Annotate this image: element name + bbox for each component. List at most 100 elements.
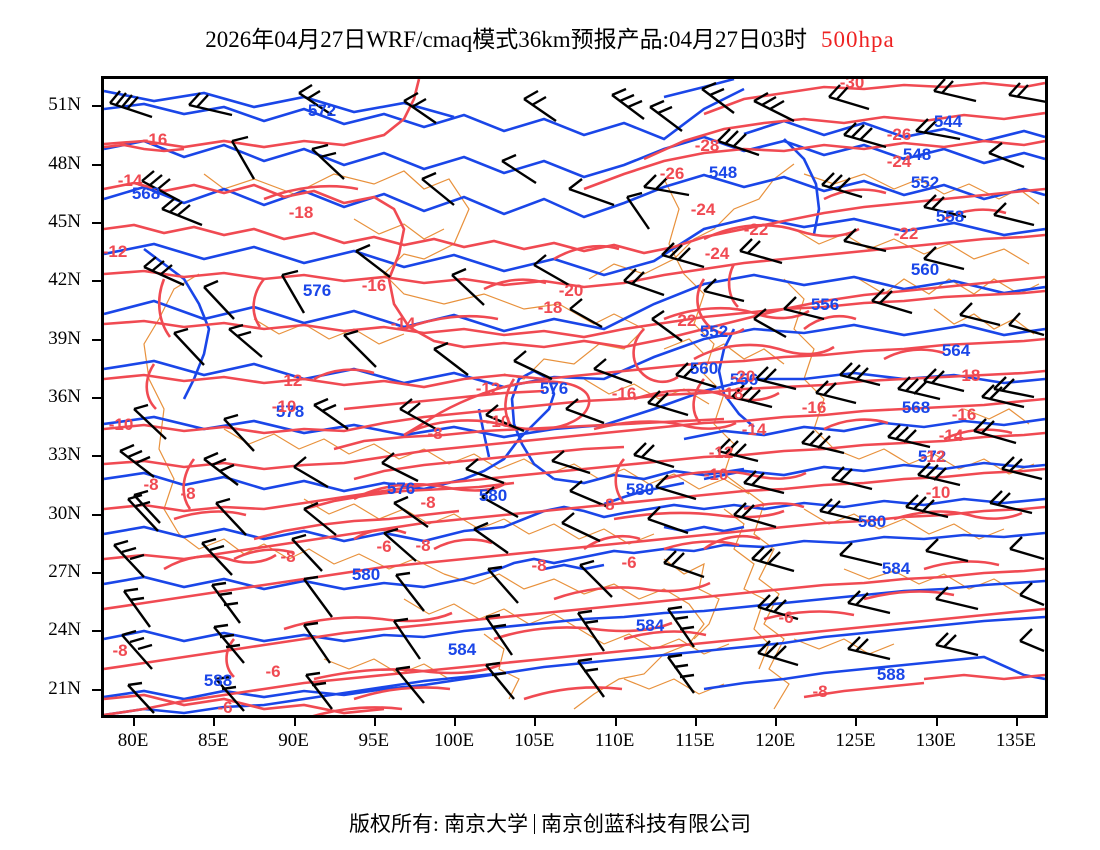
contour-label: 576 [303,281,331,300]
contour-label: -8 [180,484,195,503]
wind-barb [843,122,887,149]
wind-barb [626,191,650,230]
contour-label: -8 [812,682,827,701]
wind-barb [343,329,377,368]
contour-label: -14 [939,426,964,445]
y-axis-label: 21N [48,677,81,699]
x-tick-mark [935,718,938,726]
wind-barb [933,79,977,103]
wind-barb [923,194,967,219]
contour-label: -18 [538,298,563,317]
contour-label: 576 [387,479,415,498]
wind-barb [633,442,675,469]
wind-barb [757,594,799,621]
wind-barb [611,87,645,120]
wind-barb [481,486,519,519]
wind-barb [513,350,553,381]
x-tick-mark [534,718,537,726]
temperature-contours [104,79,1045,715]
wind-barb [577,609,605,652]
y-tick-mark [92,572,101,575]
wind-barb [743,470,785,495]
wind-barb [395,571,425,612]
contour-map-svg: 5725445485485525685525565585605765565605… [104,79,1045,715]
wind-barb [801,430,845,455]
x-axis-label: 105E [514,730,555,751]
y-tick-mark [92,688,101,691]
wind-barb [649,99,683,132]
wind-barb [828,84,870,111]
contour-label: -10 [704,465,729,484]
contour-label: 584 [882,559,911,578]
title-level: 500hpa [821,27,895,52]
y-axis-label: 36N [48,386,81,407]
x-tick-mark [694,718,697,726]
wind-barb [201,537,233,576]
contour-label: -6 [265,662,280,681]
wind-barb [215,675,245,712]
wind-barb [383,527,417,562]
wind-barb [905,494,949,519]
wind-barb [303,501,337,536]
wind-barb [819,498,863,523]
x-axis-label: 115E [675,730,715,751]
contour-label: -16 [612,384,637,403]
wind-barb [935,632,979,657]
wind-barb [228,323,263,358]
contour-label: 588 [204,671,232,690]
contour-label: 552 [911,173,939,192]
contour-label: 558 [936,207,964,226]
wind-barb [623,268,665,297]
wind-barb [355,243,391,278]
wind-barb [647,390,689,417]
wind-barb [655,474,697,501]
footer-left: 版权所有: 南京大学 [348,812,529,836]
y-tick-mark [92,630,101,633]
y-axis-label: 24N [48,619,81,641]
wind-barb [731,384,773,409]
contour-label: -8 [415,536,430,555]
wind-barb [223,413,255,452]
wind-barb [871,288,913,315]
wind-barb [579,559,613,598]
wind-barb [421,171,455,206]
contour-label: -6 [778,608,793,627]
wind-barb [847,590,891,615]
x-axis-label: 100E [434,730,475,751]
contour-label: -16 [802,398,827,417]
wind-barb [230,135,256,180]
wind-barb [1008,82,1045,103]
wind-barb [393,617,421,660]
chart-title: 2026年04月27日WRF/cmaq模式36km预报产品:04月27日03时 5… [0,20,1100,54]
wind-barb [1008,312,1045,337]
y-axis-label: 45N [48,210,81,232]
y-tick-mark [92,513,101,516]
y-axis-label: 33N [48,444,81,466]
wind-barb [935,586,979,611]
contour-label: -8 [531,556,546,575]
wind-barb [485,613,513,656]
wind-barb [757,640,799,667]
wind-barb [897,376,941,401]
wind-barb [173,327,205,366]
wind-barb [831,466,873,491]
contour-label: -14 [742,420,767,439]
wind-barb [843,228,887,253]
wind-barb [203,279,235,320]
contour-label: 548 [709,163,737,182]
wind-barb [733,502,777,529]
y-tick-mark [92,280,101,283]
wind-barb [303,621,331,664]
wind-barbs [109,79,1045,714]
y-axis-label: 51N [48,94,81,116]
wind-barb [839,542,883,567]
wind-barb [925,538,969,563]
wind-barb [121,629,153,670]
y-axis-label: 39N [48,327,81,349]
wind-barb [561,512,601,543]
contour-label: 552 [700,322,728,341]
wind-barb [298,83,333,116]
footer-divider [534,814,536,834]
contour-label: -16 [362,276,387,295]
wind-barb [675,362,717,389]
